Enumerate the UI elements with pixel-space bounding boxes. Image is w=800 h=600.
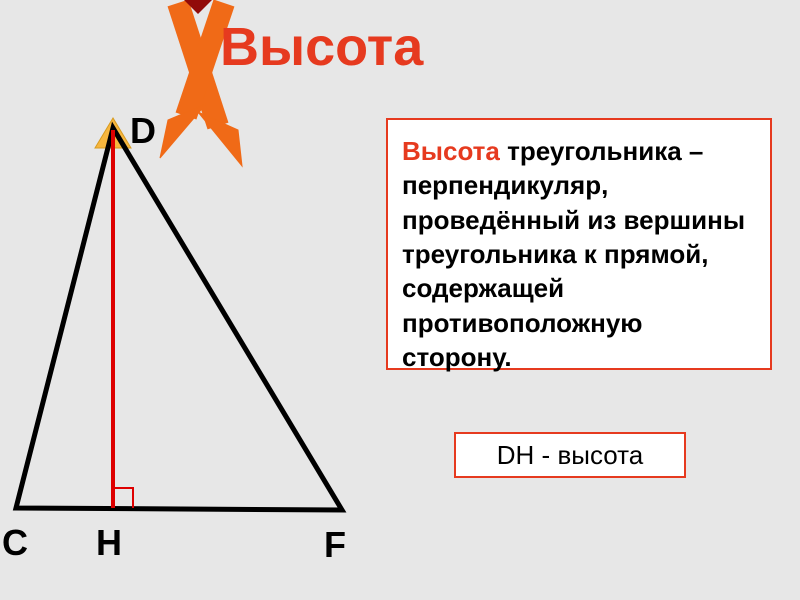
slide-title: Высота bbox=[220, 16, 423, 78]
definition-rest: треугольника – перпендикуляр, проведённы… bbox=[402, 136, 745, 372]
altitude-label-text: DH - высота bbox=[497, 440, 643, 470]
vertex-label-f: F bbox=[324, 524, 346, 566]
definition-box: Высота треугольника – перпендикуляр, про… bbox=[386, 118, 772, 370]
vertex-label-c: C bbox=[2, 522, 28, 564]
altitude-label-box: DH - высота bbox=[454, 432, 686, 478]
vertex-label-d: D bbox=[130, 110, 156, 152]
vertex-label-h: H bbox=[96, 522, 122, 564]
definition-first-word: Высота bbox=[402, 136, 500, 166]
